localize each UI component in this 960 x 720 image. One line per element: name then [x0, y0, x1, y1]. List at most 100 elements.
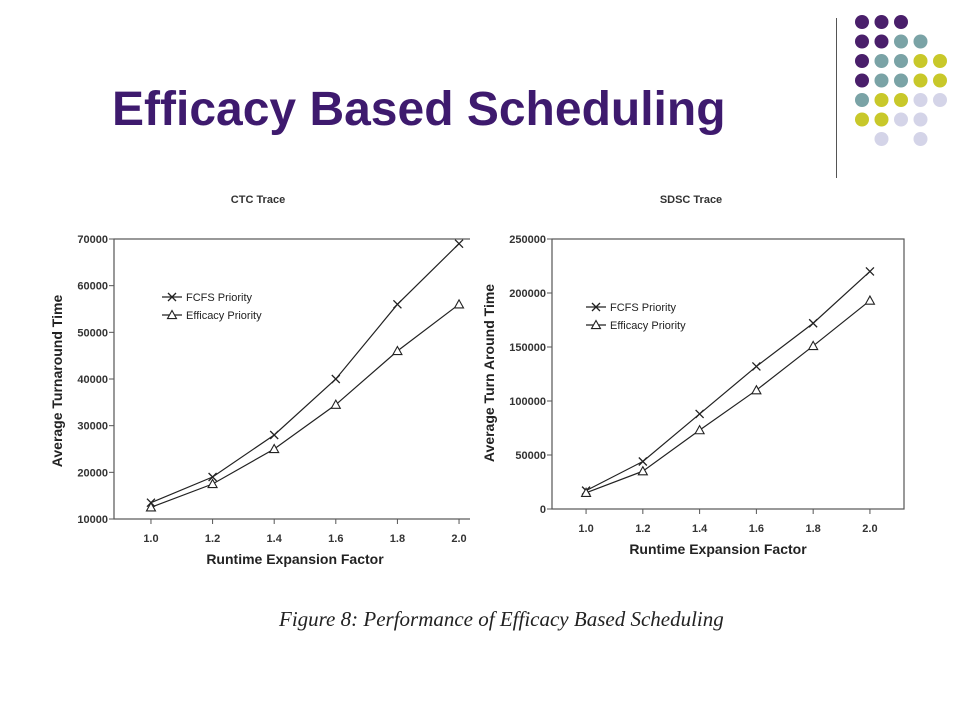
series-line — [585, 270, 871, 492]
plot-area — [551, 238, 905, 510]
series-x — [146, 239, 464, 508]
x-tick-label: 1.0 — [143, 533, 158, 545]
y-axis-label: Average Turn Around Time — [481, 284, 497, 462]
data-point-triangle-marker — [391, 345, 403, 356]
legend-x-marker — [167, 292, 177, 302]
series-triangle — [580, 294, 876, 497]
decor-dot — [913, 132, 928, 146]
x-axis-label: Runtime Expansion Factor — [206, 551, 384, 567]
x-tick-label: 1.6 — [328, 533, 343, 545]
decor-dot — [894, 54, 908, 68]
legend-entry: Efficacy Priority — [162, 309, 262, 322]
x-tick-label: 1.8 — [806, 523, 821, 535]
decor-dot — [933, 54, 947, 68]
x-tick-label: 1.8 — [390, 533, 405, 545]
legend-label: Efficacy Priority — [610, 320, 686, 332]
y-tick-label: 200000 — [509, 288, 546, 300]
data-point-x-marker — [331, 374, 341, 384]
chart-title: SDSC Trace — [660, 194, 722, 206]
y-axis-label: Average Turnaround Time — [49, 295, 65, 468]
data-point-x-marker — [808, 318, 818, 328]
data-point-triangle-marker — [145, 501, 157, 512]
series-x — [581, 266, 875, 496]
x-tick-label: 2.0 — [451, 533, 466, 545]
y-tick-label: 30000 — [77, 421, 108, 433]
legend-label: FCFS Priority — [610, 302, 677, 314]
legend-label: FCFS Priority — [186, 292, 253, 304]
chart-title: CTC Trace — [231, 194, 285, 206]
x-tick-label: 1.2 — [205, 533, 220, 545]
data-point-x-marker — [269, 430, 279, 440]
y-tick-label: 250000 — [509, 234, 546, 246]
series-triangle — [145, 298, 465, 512]
x-tick-label: 1.0 — [578, 523, 593, 535]
decor-dot — [894, 15, 908, 29]
data-point-triangle-marker — [330, 399, 342, 409]
decor-dot — [855, 54, 869, 68]
data-point-x-marker — [695, 409, 705, 419]
decor-dot — [874, 93, 889, 107]
legend-label: Efficacy Priority — [186, 310, 262, 322]
legend-triangle-marker — [166, 309, 178, 320]
y-tick-label: 50000 — [77, 327, 108, 339]
decor-dot — [874, 112, 889, 127]
data-point-x-marker — [208, 472, 218, 482]
legend-entry: FCFS Priority — [586, 302, 677, 314]
data-point-triangle-marker — [750, 384, 762, 395]
data-point-triangle-marker — [207, 478, 219, 489]
data-point-triangle-marker — [580, 487, 592, 497]
y-tick-label: 20000 — [77, 467, 108, 479]
data-point-x-marker — [638, 457, 648, 466]
data-point-x-marker — [392, 299, 402, 309]
x-tick-label: 1.4 — [692, 523, 708, 535]
series-line — [150, 303, 460, 508]
decor-dot — [913, 34, 928, 49]
data-point-triangle-marker — [268, 443, 280, 454]
decor-dot — [874, 73, 889, 88]
decor-dot — [855, 15, 869, 29]
decor-dot — [894, 34, 908, 49]
decor-dot — [874, 54, 889, 68]
y-tick-label: 60000 — [77, 281, 108, 293]
data-point-triangle-marker — [807, 340, 819, 351]
ctc-trace-chart: CTC Trace 10000 20000 30000 40000 50000 60000 7… — [49, 194, 470, 567]
decor-dot — [874, 132, 889, 146]
legend-entry: FCFS Priority — [162, 292, 253, 304]
x-tick-label: 1.4 — [267, 533, 283, 545]
data-point-triangle-marker — [637, 465, 649, 476]
decor-dot — [913, 73, 928, 88]
y-tick-label: 100000 — [509, 396, 546, 408]
slide-title: Efficacy Based Scheduling — [112, 83, 726, 136]
y-tick-label: 10000 — [77, 514, 108, 526]
decorative-dot-grid — [855, 15, 947, 146]
data-point-triangle-marker — [694, 424, 706, 435]
legend-x-marker — [591, 302, 601, 312]
decor-dot — [894, 73, 908, 88]
decor-dot — [855, 93, 869, 107]
decor-dot — [855, 73, 869, 88]
decor-dot — [913, 54, 928, 68]
decor-dot — [933, 73, 947, 88]
decor-dot — [894, 112, 908, 127]
data-point-triangle-marker — [453, 298, 465, 309]
decor-dot — [933, 93, 947, 107]
data-point-x-marker — [751, 361, 761, 371]
decor-dot — [855, 34, 869, 49]
data-point-x-marker — [865, 266, 875, 276]
title-divider — [836, 18, 837, 178]
series-line — [585, 300, 871, 494]
series-line — [150, 243, 460, 504]
data-point-x-marker — [454, 239, 464, 249]
y-tick-label: 40000 — [77, 374, 108, 386]
sdsc-trace-chart: SDSC Trace 0 50000 100000 150000 200000 250000… — [481, 194, 905, 557]
decor-dot — [913, 93, 928, 107]
figure-caption: Figure 8: Performance of Efficacy Based … — [279, 607, 724, 631]
y-tick-label: 0 — [540, 504, 546, 516]
decor-dot — [874, 34, 889, 49]
decor-dot — [874, 15, 889, 29]
decor-dot — [855, 112, 869, 127]
decor-dot — [913, 112, 928, 127]
plot-area — [113, 238, 470, 520]
x-tick-label: 1.6 — [749, 523, 764, 535]
x-tick-label: 2.0 — [862, 523, 877, 535]
